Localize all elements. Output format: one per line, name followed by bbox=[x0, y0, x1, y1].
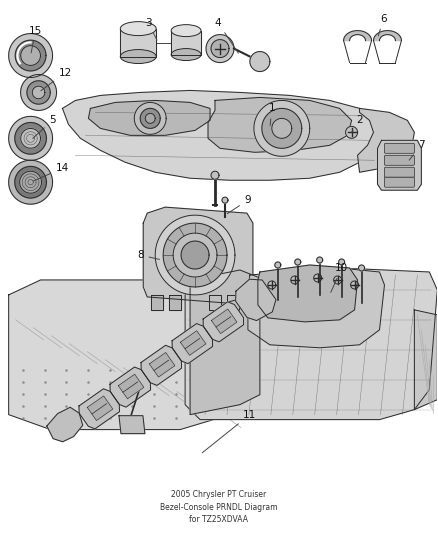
Polygon shape bbox=[149, 352, 175, 377]
FancyBboxPatch shape bbox=[385, 177, 414, 187]
Polygon shape bbox=[21, 46, 40, 66]
Polygon shape bbox=[20, 171, 42, 193]
Polygon shape bbox=[134, 102, 166, 134]
Text: 12: 12 bbox=[41, 68, 72, 91]
Ellipse shape bbox=[171, 49, 201, 61]
Polygon shape bbox=[254, 100, 310, 156]
Polygon shape bbox=[275, 262, 281, 268]
Polygon shape bbox=[262, 108, 302, 148]
Polygon shape bbox=[258, 265, 357, 322]
Text: 2005 Chrysler PT Cruiser
Bezel-Console PRNDL Diagram
for TZ25XDVAA: 2005 Chrysler PT Cruiser Bezel-Console P… bbox=[160, 490, 278, 524]
Polygon shape bbox=[120, 29, 156, 56]
Polygon shape bbox=[212, 309, 237, 334]
Polygon shape bbox=[141, 345, 182, 385]
Text: 11: 11 bbox=[202, 410, 257, 453]
Polygon shape bbox=[268, 281, 276, 289]
Polygon shape bbox=[203, 302, 244, 342]
Polygon shape bbox=[163, 223, 227, 287]
Polygon shape bbox=[291, 276, 299, 284]
Polygon shape bbox=[343, 30, 371, 41]
Polygon shape bbox=[378, 140, 421, 190]
Polygon shape bbox=[346, 126, 357, 139]
Polygon shape bbox=[357, 108, 414, 172]
Polygon shape bbox=[169, 295, 181, 310]
Polygon shape bbox=[359, 265, 364, 271]
Polygon shape bbox=[272, 118, 292, 139]
Polygon shape bbox=[350, 281, 359, 289]
Polygon shape bbox=[208, 98, 352, 152]
Polygon shape bbox=[110, 367, 151, 407]
Polygon shape bbox=[173, 233, 217, 277]
Polygon shape bbox=[211, 39, 229, 58]
Polygon shape bbox=[151, 295, 163, 310]
Polygon shape bbox=[63, 91, 378, 180]
Polygon shape bbox=[222, 197, 228, 203]
Ellipse shape bbox=[120, 22, 156, 36]
Text: 7: 7 bbox=[409, 140, 425, 160]
Polygon shape bbox=[180, 331, 206, 356]
Polygon shape bbox=[211, 171, 219, 179]
Polygon shape bbox=[9, 160, 53, 204]
Polygon shape bbox=[185, 268, 437, 419]
FancyBboxPatch shape bbox=[385, 167, 414, 177]
Polygon shape bbox=[155, 215, 235, 295]
Polygon shape bbox=[143, 207, 253, 303]
Polygon shape bbox=[140, 108, 160, 128]
Polygon shape bbox=[314, 274, 321, 282]
Polygon shape bbox=[172, 324, 212, 364]
Text: 1: 1 bbox=[268, 103, 275, 126]
Text: 8: 8 bbox=[137, 250, 159, 260]
Text: 4: 4 bbox=[215, 18, 238, 53]
Polygon shape bbox=[118, 374, 144, 399]
FancyBboxPatch shape bbox=[385, 155, 414, 165]
Polygon shape bbox=[206, 35, 234, 62]
Polygon shape bbox=[227, 295, 239, 310]
Polygon shape bbox=[374, 30, 401, 41]
Polygon shape bbox=[295, 259, 301, 265]
Polygon shape bbox=[334, 276, 342, 284]
Polygon shape bbox=[414, 310, 437, 410]
Polygon shape bbox=[15, 40, 46, 71]
Polygon shape bbox=[21, 128, 40, 148]
Polygon shape bbox=[32, 86, 45, 99]
Polygon shape bbox=[15, 123, 46, 154]
Polygon shape bbox=[181, 241, 209, 269]
Ellipse shape bbox=[120, 50, 156, 63]
Polygon shape bbox=[317, 257, 323, 263]
Polygon shape bbox=[248, 268, 385, 348]
Polygon shape bbox=[339, 259, 345, 265]
Text: 3: 3 bbox=[145, 18, 157, 40]
Polygon shape bbox=[145, 114, 155, 123]
Polygon shape bbox=[47, 407, 83, 442]
Text: 5: 5 bbox=[33, 115, 56, 139]
Polygon shape bbox=[9, 280, 260, 430]
Polygon shape bbox=[27, 81, 50, 104]
Polygon shape bbox=[79, 389, 120, 429]
FancyBboxPatch shape bbox=[385, 143, 414, 154]
Text: 10: 10 bbox=[331, 263, 348, 293]
Text: 15: 15 bbox=[29, 26, 42, 53]
Ellipse shape bbox=[171, 25, 201, 37]
Polygon shape bbox=[9, 116, 53, 160]
Polygon shape bbox=[190, 270, 260, 415]
Text: 2: 2 bbox=[352, 115, 363, 132]
Polygon shape bbox=[15, 166, 46, 198]
Polygon shape bbox=[209, 295, 221, 310]
Polygon shape bbox=[250, 52, 270, 71]
Text: 6: 6 bbox=[378, 14, 387, 36]
Text: 9: 9 bbox=[227, 195, 251, 214]
Polygon shape bbox=[236, 279, 276, 320]
Polygon shape bbox=[87, 396, 113, 421]
Polygon shape bbox=[119, 416, 145, 434]
Polygon shape bbox=[9, 34, 53, 77]
Polygon shape bbox=[88, 100, 210, 135]
Polygon shape bbox=[171, 30, 201, 54]
Polygon shape bbox=[21, 75, 57, 110]
Text: 14: 14 bbox=[33, 163, 69, 181]
